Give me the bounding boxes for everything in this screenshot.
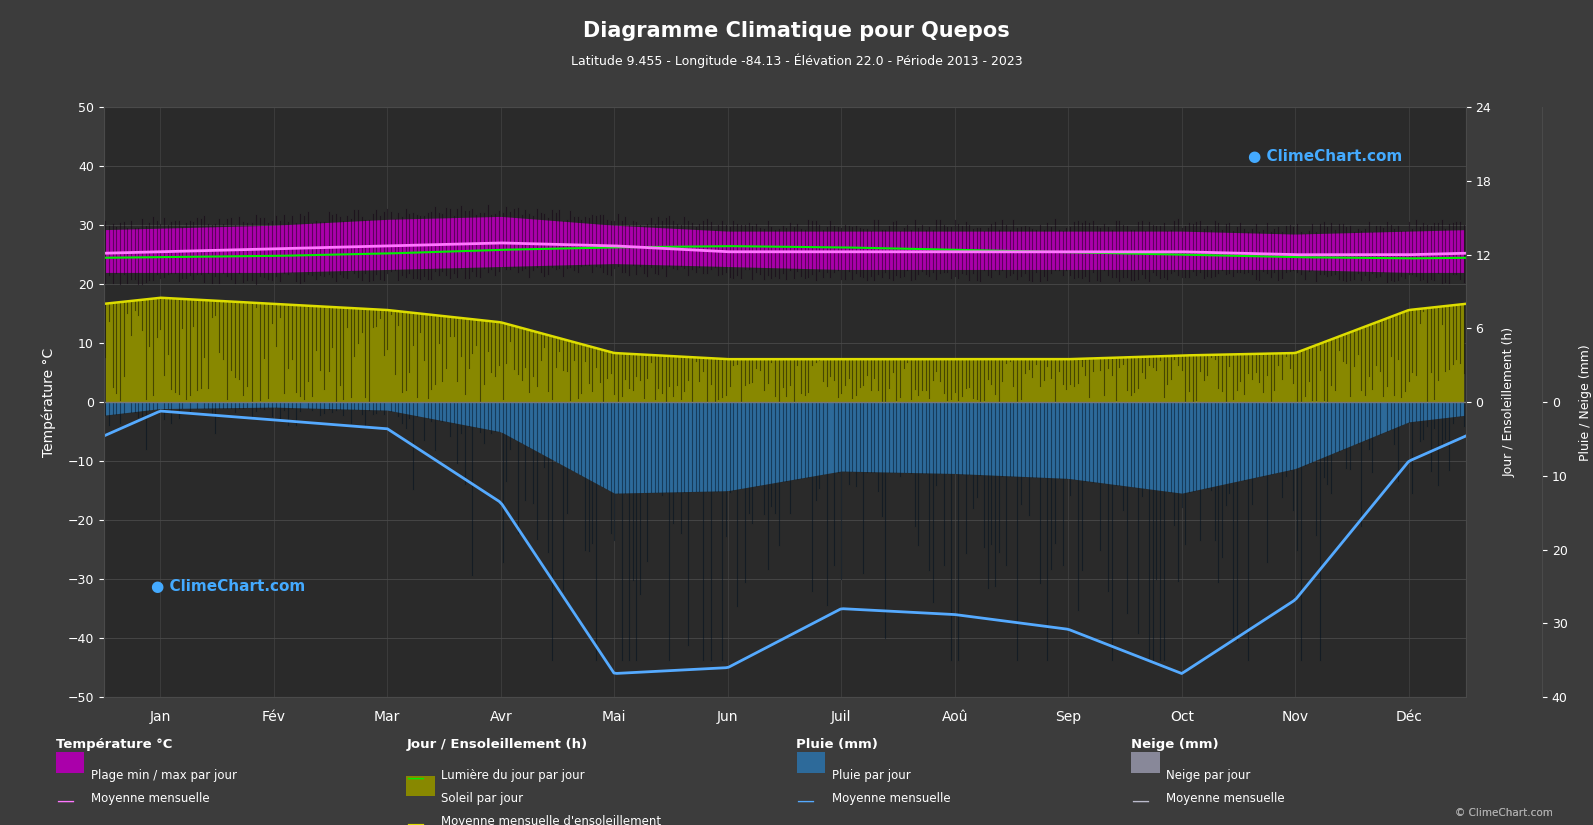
Text: Diagramme Climatique pour Quepos: Diagramme Climatique pour Quepos	[583, 21, 1010, 40]
Text: © ClimeChart.com: © ClimeChart.com	[1456, 808, 1553, 818]
Y-axis label: Pluie / Neige (mm): Pluie / Neige (mm)	[1579, 344, 1591, 460]
Text: © ClimeChart.com: © ClimeChart.com	[1456, 808, 1553, 818]
Text: —: —	[56, 792, 73, 810]
Text: Pluie par jour: Pluie par jour	[832, 769, 910, 782]
Text: —: —	[406, 769, 424, 787]
Text: Plage min / max par jour: Plage min / max par jour	[91, 769, 237, 782]
Text: —: —	[1131, 792, 1149, 810]
Y-axis label: Température °C: Température °C	[41, 347, 56, 457]
Text: Soleil par jour: Soleil par jour	[441, 792, 524, 805]
Text: Jour / Ensoleillement (h): Jour / Ensoleillement (h)	[406, 738, 588, 752]
Text: —: —	[796, 792, 814, 810]
Text: Température °C: Température °C	[56, 738, 172, 752]
Text: ● ClimeChart.com: ● ClimeChart.com	[1247, 148, 1402, 163]
Text: —: —	[406, 815, 424, 825]
Text: Neige (mm): Neige (mm)	[1131, 738, 1219, 752]
Text: Lumière du jour par jour: Lumière du jour par jour	[441, 769, 585, 782]
Text: Moyenne mensuelle: Moyenne mensuelle	[91, 792, 209, 805]
Text: Neige par jour: Neige par jour	[1166, 769, 1251, 782]
Text: Latitude 9.455 - Longitude -84.13 - Élévation 22.0 - Période 2013 - 2023: Latitude 9.455 - Longitude -84.13 - Élév…	[570, 54, 1023, 68]
Text: Moyenne mensuelle: Moyenne mensuelle	[832, 792, 949, 805]
Text: ● ClimeChart.com: ● ClimeChart.com	[151, 579, 306, 594]
Y-axis label: Jour / Ensoleillement (h): Jour / Ensoleillement (h)	[1502, 328, 1515, 477]
Text: Moyenne mensuelle: Moyenne mensuelle	[1166, 792, 1284, 805]
Text: Moyenne mensuelle d'ensoleillement: Moyenne mensuelle d'ensoleillement	[441, 815, 661, 825]
Text: Pluie (mm): Pluie (mm)	[796, 738, 878, 752]
